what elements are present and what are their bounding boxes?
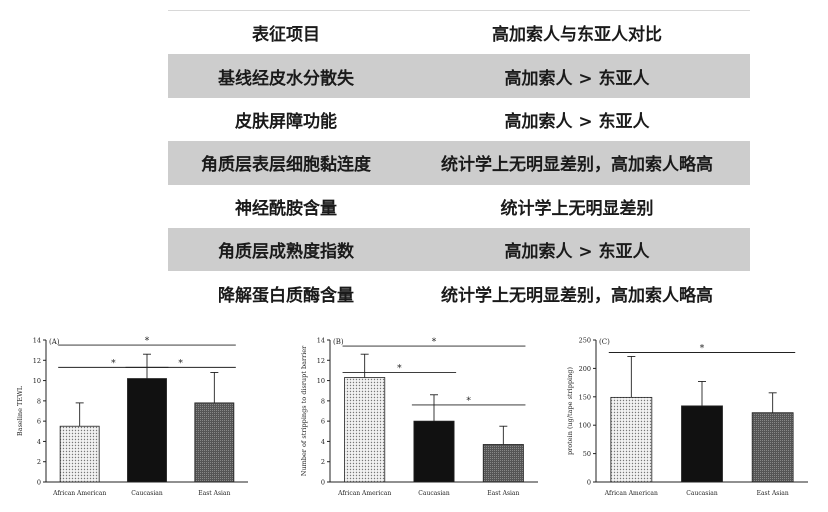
y-tick-label: 0 — [321, 479, 325, 487]
category-label: East Asian — [757, 490, 789, 497]
y-tick-label: 8 — [321, 397, 325, 405]
y-tick-label: 4 — [37, 438, 41, 446]
row-feature: 降解蛋白质酶含量 — [218, 285, 354, 306]
category-label: African American — [52, 490, 106, 497]
significance-star: * — [432, 338, 437, 348]
significance-star: * — [178, 359, 183, 369]
y-tick-label: 8 — [37, 397, 41, 405]
y-tick-label: 100 — [579, 422, 591, 430]
y-tick-label: 250 — [579, 337, 591, 345]
y-tick-label: 6 — [37, 418, 41, 426]
row-comparison: 统计学上无明显差别，高加索人略高 — [404, 141, 750, 185]
y-tick-label: 12 — [317, 357, 325, 365]
y-tick-label: 0 — [587, 479, 591, 487]
category-label: East Asian — [198, 490, 230, 497]
header-feature: 表征项目 — [168, 10, 404, 55]
significance-star: * — [466, 396, 471, 406]
bar — [127, 378, 167, 483]
chart-a-svg: 0 2 4 6 8 10 12 14 (A) Baseline TEWL African Ameri… — [16, 337, 248, 497]
y-tick-label: 150 — [579, 393, 591, 401]
table-row: 降解蛋白质酶含量 统计学上无明显差别，高加索人略高 — [168, 271, 750, 314]
y-tick-label: 14 — [317, 337, 325, 345]
y-axis-label: protein (ug/tape stripping) — [566, 367, 574, 455]
significance-star: * — [700, 344, 705, 354]
row-feature: 神经酰胺含量 — [235, 198, 337, 219]
y-tick-label: 10 — [33, 377, 41, 385]
row-comparison: 高加索人 > 东亚人 — [404, 54, 750, 98]
bar — [751, 412, 794, 483]
bar — [59, 425, 100, 483]
table-row: 角质层表层细胞黏连度 统计学上无明显差别，高加索人略高 — [168, 141, 750, 185]
category-label: Caucasian — [418, 490, 450, 497]
y-tick-label: 200 — [579, 365, 591, 373]
y-tick-label: 50 — [583, 450, 591, 458]
y-tick-label: 10 — [317, 377, 325, 385]
row-comparison: 高加索人 > 东亚人 — [404, 227, 750, 272]
significance-star: * — [145, 337, 150, 347]
table-header-row: 表征项目 高加索人与东亚人对比 — [168, 10, 750, 55]
bar — [681, 405, 723, 483]
bar — [610, 396, 653, 483]
panel-label: (A) — [49, 338, 60, 346]
y-tick-label: 0 — [37, 479, 41, 487]
bar — [344, 377, 386, 483]
row-comparison: 高加索人 > 东亚人 — [504, 111, 650, 132]
chart-panel-c: 0 50 100 150 200 250 (C) protein (ug/tape strip… — [556, 330, 820, 508]
category-label: Caucasian — [131, 490, 163, 497]
y-tick-label: 12 — [33, 357, 41, 365]
table-row: 角质层成熟度指数 高加索人 > 东亚人 — [168, 227, 750, 272]
chart-b-svg: 0 2 4 6 8 10 12 14 (B) Number of strippings to di… — [300, 337, 538, 497]
category-label: East Asian — [487, 490, 519, 497]
row-feature: 基线经皮水分散失 — [168, 54, 404, 98]
row-feature: 角质层成熟度指数 — [168, 227, 404, 272]
y-tick-label: 4 — [321, 438, 325, 446]
chart-panel-a: 0 2 4 6 8 10 12 14 (A) Baseline TEWL African Ameri… — [8, 330, 260, 508]
significance-star: * — [397, 364, 402, 374]
panel-label: (C) — [599, 338, 610, 346]
y-tick-label: 2 — [37, 458, 41, 466]
y-axis-label: Number of strippings to disrupt barrier — [300, 345, 308, 476]
header-comparison: 高加索人与东亚人对比 — [404, 10, 750, 55]
table-row: 皮肤屏障功能 高加索人 > 东亚人 — [168, 98, 750, 141]
category-label: African American — [337, 490, 391, 497]
table-row: 基线经皮水分散失 高加索人 > 东亚人 — [168, 54, 750, 98]
significance-star: * — [111, 359, 116, 369]
chart-panel-b: 0 2 4 6 8 10 12 14 (B) Number of strippings to di… — [286, 330, 548, 508]
y-tick-label: 14 — [33, 337, 41, 345]
bar — [482, 444, 524, 483]
row-feature: 皮肤屏障功能 — [235, 111, 337, 132]
bar — [194, 402, 235, 483]
chart-c-svg: 0 50 100 150 200 250 (C) protein (ug/tape strip… — [566, 337, 808, 497]
category-label: African American — [604, 490, 658, 497]
y-tick-label: 6 — [321, 418, 325, 426]
row-comparison: 统计学上无明显差别 — [500, 198, 654, 219]
y-axis-label: Baseline TEWL — [16, 385, 24, 436]
table-row: 神经酰胺含量 统计学上无明显差别 — [168, 185, 750, 228]
panel-label: (B) — [333, 338, 344, 346]
y-tick-label: 2 — [321, 458, 325, 466]
row-comparison: 统计学上无明显差别，高加索人略高 — [441, 285, 713, 306]
category-label: Caucasian — [686, 490, 718, 497]
row-feature: 角质层表层细胞黏连度 — [168, 141, 404, 185]
bar — [413, 420, 455, 483]
comparison-table: 表征项目 高加索人与东亚人对比 基线经皮水分散失 高加索人 > 东亚人 皮肤屏障功能 高加… — [168, 10, 750, 315]
